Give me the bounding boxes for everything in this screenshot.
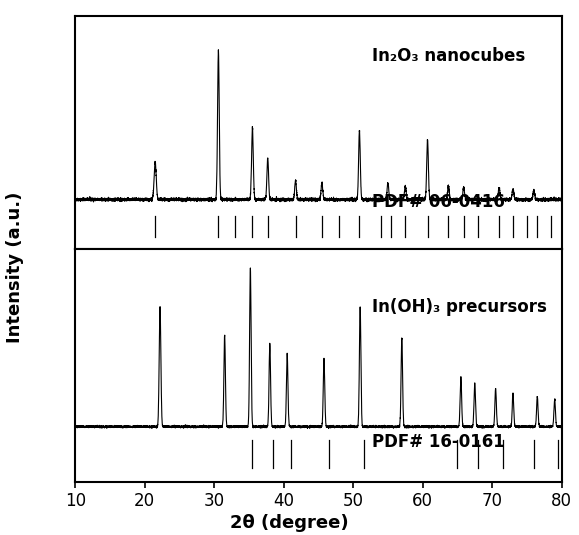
Text: PDF# 06-0416: PDF# 06-0416 [372, 193, 505, 211]
Text: In(OH)₃ precursors: In(OH)₃ precursors [372, 298, 547, 316]
Text: Intensity (a.u.): Intensity (a.u.) [6, 192, 24, 343]
Text: PDF# 16-0161: PDF# 16-0161 [372, 433, 505, 451]
Text: 2θ (degree): 2θ (degree) [230, 514, 349, 532]
Text: In₂O₃ nanocubes: In₂O₃ nanocubes [372, 47, 525, 65]
